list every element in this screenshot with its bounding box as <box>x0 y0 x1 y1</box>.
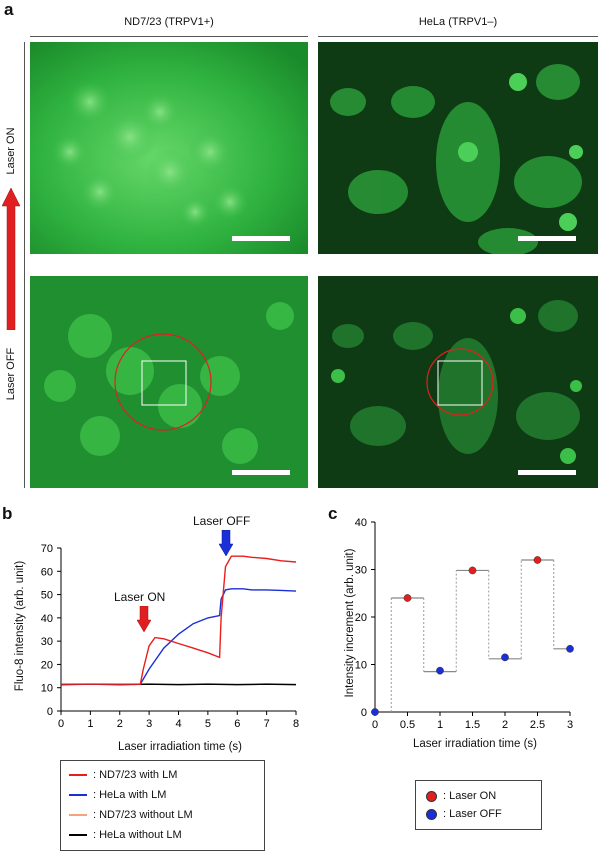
legend-item: : HeLa without LM <box>61 826 182 844</box>
annotation-laser-on: Laser ON <box>114 590 166 604</box>
legend-swatch <box>69 814 87 816</box>
x-tick-label: 1.5 <box>465 719 480 731</box>
y-tick-label: 10 <box>355 660 367 672</box>
laser-off-arrow-icon <box>219 530 233 556</box>
legend-swatch <box>69 794 87 796</box>
side-rule <box>24 42 25 488</box>
legend-item: : ND7/23 with LM <box>61 766 177 784</box>
laser-on-arrow-icon <box>137 606 151 632</box>
y-tick-label: 40 <box>355 517 367 529</box>
point-laser-off <box>371 708 379 716</box>
panel-c-letter: c <box>328 504 338 523</box>
point-laser-on <box>403 594 412 602</box>
laser-arrow <box>2 188 20 330</box>
annotation-laser-off: Laser OFF <box>193 514 251 528</box>
x-tick-label: 3 <box>567 719 573 731</box>
series-line-nd7-23-with-lm <box>61 555 297 685</box>
y-tick-label: 50 <box>41 590 53 602</box>
chart-c-xlabel: Laser irradiation time (s) <box>413 738 537 750</box>
point-laser-off <box>501 653 509 662</box>
legend-item: : Laser ON <box>416 787 496 805</box>
y-tick-label: 10 <box>41 683 53 695</box>
x-tick-label: 1 <box>87 718 93 730</box>
x-tick-label: 0.5 <box>400 719 415 731</box>
y-tick-label: 20 <box>355 612 367 624</box>
legend-label: : HeLa with LM <box>93 789 167 801</box>
legend-swatch <box>69 834 87 836</box>
micrograph-hela-laser-off <box>318 276 598 488</box>
point-laser-on <box>468 566 477 575</box>
x-tick-label: 6 <box>234 718 240 730</box>
legend-item: : HeLa with LM <box>61 786 166 804</box>
y-tick-label: 0 <box>47 706 53 718</box>
panel-a-letter: a <box>4 0 14 19</box>
legend-item: : ND7/23 without LM <box>61 806 193 824</box>
legend-label: : ND7/23 with LM <box>93 769 178 781</box>
x-tick-label: 3 <box>146 718 152 730</box>
side-label-bottom-wrap: Laser OFF <box>4 335 18 415</box>
point-laser-on <box>533 556 542 564</box>
y-tick-label: 60 <box>41 566 53 578</box>
legend-swatch <box>426 808 437 820</box>
legend-swatch <box>69 774 87 776</box>
legend-label: : HeLa without LM <box>93 829 182 841</box>
point-laser-off <box>436 666 444 675</box>
legend-label: : Laser ON <box>443 790 497 802</box>
chart-b-legend: : ND7/23 with LM : HeLa with LM : ND7/23… <box>60 760 265 851</box>
x-tick-label: 5 <box>205 718 211 730</box>
side-label-top: Laser ON <box>5 127 17 175</box>
legend-label: : Laser OFF <box>443 808 502 820</box>
roi-square <box>141 360 187 406</box>
chart-c-ylabel: Intensity increment (arb. unit) <box>344 548 356 698</box>
chart-c-ylabel-wrap: Intensity increment (arb. unit) <box>342 545 358 705</box>
irradiation-circle <box>426 348 494 416</box>
x-tick-label: 0 <box>58 718 64 730</box>
x-tick-label: 1 <box>437 719 443 731</box>
x-tick-label: 2.5 <box>530 719 545 731</box>
col2-title: HeLa (TRPV1–) <box>418 16 498 28</box>
panel-b-letter: b <box>2 504 13 523</box>
y-tick-label: 20 <box>41 659 53 671</box>
x-tick-label: 2 <box>502 719 508 731</box>
side-label-bottom: Laser OFF <box>5 347 17 401</box>
x-tick-label: 0 <box>372 719 378 731</box>
x-tick-label: 7 <box>264 718 270 730</box>
chart-b-ylabel: Fluo-8 intensity (arb. unit) <box>14 560 26 692</box>
scale-bar <box>518 236 576 241</box>
series-line-hela-with-lm <box>61 588 297 685</box>
micrograph-nd723-laser-on <box>30 42 308 254</box>
y-tick-label: 0 <box>361 707 367 719</box>
chart-b-ylabel-wrap: Fluo-8 intensity (arb. unit) <box>12 558 28 698</box>
y-tick-label: 30 <box>355 565 367 577</box>
roi-square <box>437 360 483 406</box>
legend-label: : ND7/23 without LM <box>93 809 193 821</box>
micrograph-hela-laser-on <box>318 42 598 254</box>
point-laser-off <box>566 644 574 653</box>
side-label-top-wrap: Laser ON <box>4 112 18 192</box>
micrograph-nd723-laser-off <box>30 276 308 488</box>
scale-bar <box>518 470 576 475</box>
x-tick-label: 8 <box>293 718 299 730</box>
x-tick-label: 4 <box>175 718 181 730</box>
chart-b-xlabel: Laser irradiation time (s) <box>118 741 242 753</box>
legend-swatch <box>426 790 437 802</box>
y-tick-label: 30 <box>41 636 53 648</box>
col1-rule <box>30 36 308 37</box>
col2-rule <box>318 36 598 37</box>
chart-b: 0 1 2 3 4 5 6 7 8 0 10 20 30 40 50 60 70 <box>41 543 299 730</box>
legend-item: : Laser OFF <box>416 805 502 823</box>
y-tick-label: 40 <box>41 613 53 625</box>
irradiation-circle <box>114 333 212 431</box>
chart-c-legend: : Laser ON : Laser OFF <box>415 780 542 830</box>
scale-bar <box>232 470 290 475</box>
col1-title: ND7/23 (TRPV1+) <box>124 16 214 28</box>
scale-bar <box>232 236 290 241</box>
x-tick-label: 2 <box>117 718 123 730</box>
y-tick-label: 70 <box>41 543 53 555</box>
